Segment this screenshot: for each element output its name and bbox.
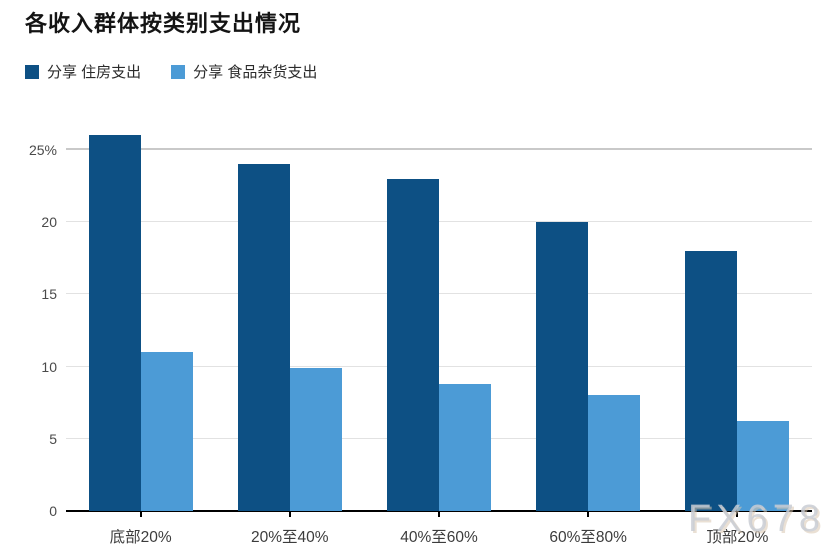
x-tick-label-4: 60%至80% bbox=[549, 529, 627, 546]
gridline-25 bbox=[66, 147, 812, 150]
bar-groceries-5[interactable] bbox=[737, 421, 790, 511]
bar-housing-3[interactable] bbox=[387, 178, 439, 511]
y-tick-label-0: 0 bbox=[49, 503, 57, 519]
x-tick-label-2: 20%至40% bbox=[251, 529, 329, 546]
legend-swatch-groceries-icon bbox=[171, 64, 186, 79]
legend-label-housing: 分享 住房支出 bbox=[47, 64, 142, 81]
y-tick-label-15: 15 bbox=[41, 286, 57, 303]
x-axis: 底部20% 20%至40% 40%至60% 60%至80% 顶部20% bbox=[66, 511, 812, 556]
x-tick-1 bbox=[139, 511, 142, 517]
x-tick-3 bbox=[437, 511, 440, 517]
x-tick-label-3: 40%至60% bbox=[400, 529, 478, 546]
legend-swatch-housing-icon bbox=[25, 64, 39, 79]
y-axis: 25% 20 15 10 5 0 bbox=[0, 133, 57, 519]
bar-groceries-1[interactable] bbox=[140, 352, 193, 511]
x-tick-2 bbox=[288, 511, 291, 517]
y-tick-label-25: 25% bbox=[28, 141, 57, 158]
y-tick-label-20: 20 bbox=[41, 214, 57, 230]
legend-item-groceries: 分享 食品杂货支出 bbox=[171, 61, 317, 82]
page-title: 各收入群体按类别支出情况 bbox=[25, 11, 302, 36]
bar-groceries-2[interactable] bbox=[289, 367, 342, 511]
bar-groceries-3[interactable] bbox=[439, 383, 491, 511]
x-category-slot-5: 顶部20% bbox=[663, 511, 812, 556]
bar-housing-4[interactable] bbox=[536, 222, 589, 511]
legend-label-groceries: 分享 食品杂货支出 bbox=[193, 64, 318, 81]
plot-area bbox=[66, 133, 812, 512]
x-category-slot-2: 20%至40% bbox=[215, 511, 364, 556]
x-category-slot-1: 底部20% bbox=[66, 511, 215, 556]
legend: 分享 住房支出 分享 食品杂货支出 bbox=[25, 61, 317, 82]
gridline-20 bbox=[66, 221, 812, 222]
y-tick-label-10: 10 bbox=[41, 358, 57, 375]
y-tick-label-5: 5 bbox=[49, 430, 57, 447]
x-category-slot-4: 60%至80% bbox=[514, 511, 663, 556]
bar-housing-5[interactable] bbox=[685, 250, 738, 511]
x-tick-5 bbox=[736, 511, 739, 517]
x-category-slot-3: 40%至60% bbox=[364, 511, 513, 556]
bar-housing-1[interactable] bbox=[88, 135, 141, 511]
x-tick-label-1: 底部20% bbox=[109, 529, 172, 546]
gridline-10 bbox=[66, 365, 812, 367]
legend-item-housing: 分享 住房支出 bbox=[25, 61, 141, 82]
bar-housing-2[interactable] bbox=[237, 164, 290, 511]
bar-groceries-4[interactable] bbox=[588, 395, 641, 511]
gridline-15 bbox=[66, 293, 812, 295]
x-tick-4 bbox=[587, 511, 590, 517]
x-tick-label-5: 顶部20% bbox=[706, 529, 769, 546]
